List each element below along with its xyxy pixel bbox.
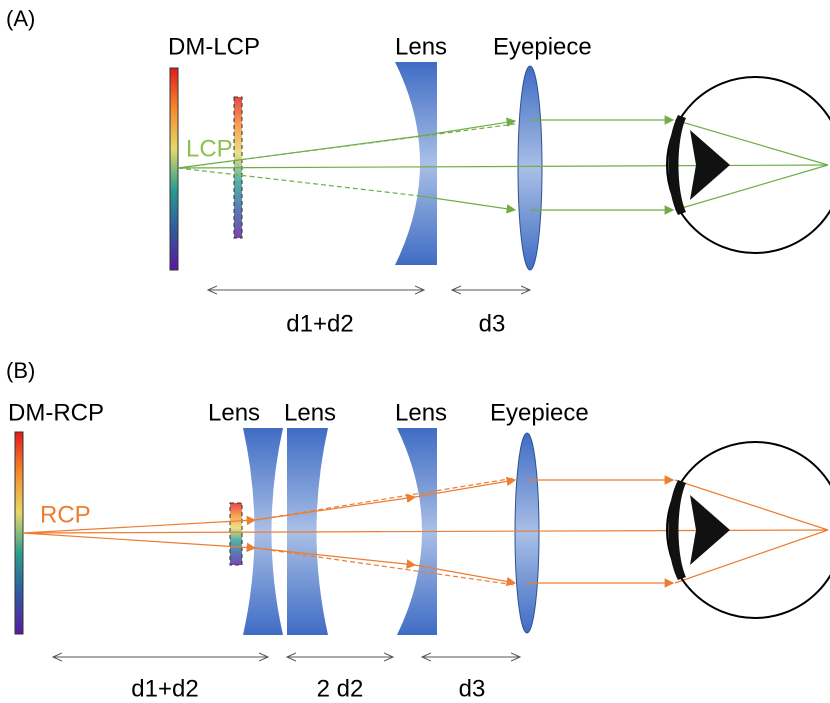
polarization-label: LCP — [186, 135, 233, 162]
distance-label: 2 d2 — [317, 675, 364, 702]
eyepiece — [515, 433, 539, 633]
panel-a: (A) DM-LCP Lens Eyepiece LCP d1+d2 d3 — [6, 6, 830, 338]
display — [170, 68, 178, 270]
panel-b: (B) DM-RCP Lens Lens Lens Eyepiece RCP d… — [6, 358, 830, 703]
eyepiece — [518, 66, 542, 270]
distance-label: d1+d2 — [131, 675, 198, 702]
distance-label: d1+d2 — [286, 310, 353, 337]
eyepiece-label: Eyepiece — [493, 33, 592, 60]
source-label: DM-RCP — [8, 399, 104, 426]
filter — [230, 503, 242, 565]
iris — [668, 115, 730, 215]
source-label: DM-LCP — [168, 33, 260, 60]
distance-label: d3 — [479, 310, 506, 337]
lens-label: Lens — [395, 399, 447, 426]
lens-label: Lens — [395, 33, 447, 60]
display — [15, 432, 23, 634]
lens-label: Lens — [208, 399, 260, 426]
panel-label: (B) — [6, 358, 35, 383]
diagram: (A) DM-LCP Lens Eyepiece LCP d1+d2 d3 (B… — [0, 0, 830, 703]
eyepiece-label: Eyepiece — [490, 399, 589, 426]
panel-label: (A) — [6, 6, 35, 31]
lens-label: Lens — [284, 399, 336, 426]
lens — [395, 62, 437, 265]
rays — [178, 120, 828, 210]
polarization-label: RCP — [40, 501, 91, 528]
distance-label: d3 — [459, 675, 486, 702]
